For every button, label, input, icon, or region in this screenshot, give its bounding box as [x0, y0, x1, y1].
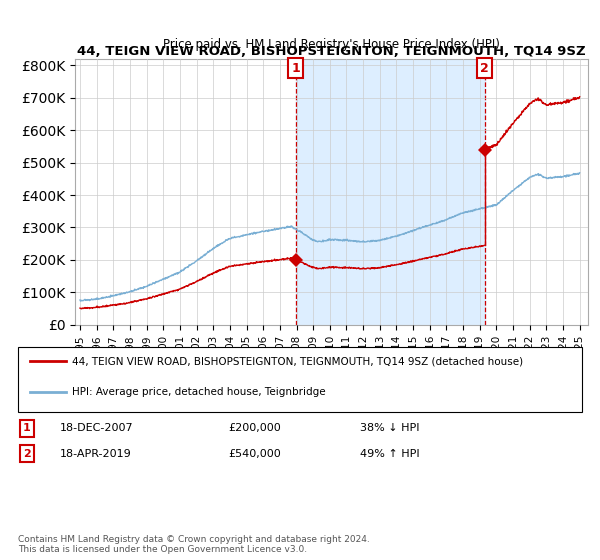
- Text: Price paid vs. HM Land Registry's House Price Index (HPI): Price paid vs. HM Land Registry's House …: [163, 38, 500, 51]
- Text: 2: 2: [480, 62, 489, 74]
- Text: £200,000: £200,000: [228, 423, 281, 433]
- Text: £540,000: £540,000: [228, 449, 281, 459]
- Text: 18-APR-2019: 18-APR-2019: [60, 449, 132, 459]
- Text: 49% ↑ HPI: 49% ↑ HPI: [360, 449, 419, 459]
- Text: 1: 1: [23, 423, 31, 433]
- Text: 38% ↓ HPI: 38% ↓ HPI: [360, 423, 419, 433]
- Text: Contains HM Land Registry data © Crown copyright and database right 2024.
This d: Contains HM Land Registry data © Crown c…: [18, 535, 370, 554]
- Bar: [296, 59, 485, 325]
- Text: 1: 1: [292, 62, 300, 74]
- Title: 44, TEIGN VIEW ROAD, BISHOPSTEIGNTON, TEIGNMOUTH, TQ14 9SZ: 44, TEIGN VIEW ROAD, BISHOPSTEIGNTON, TE…: [77, 45, 586, 58]
- Text: 44, TEIGN VIEW ROAD, BISHOPSTEIGNTON, TEIGNMOUTH, TQ14 9SZ (detached house): 44, TEIGN VIEW ROAD, BISHOPSTEIGNTON, TE…: [72, 356, 523, 366]
- Text: 2: 2: [23, 449, 31, 459]
- Text: 18-DEC-2007: 18-DEC-2007: [60, 423, 134, 433]
- Text: HPI: Average price, detached house, Teignbridge: HPI: Average price, detached house, Teig…: [72, 387, 326, 397]
